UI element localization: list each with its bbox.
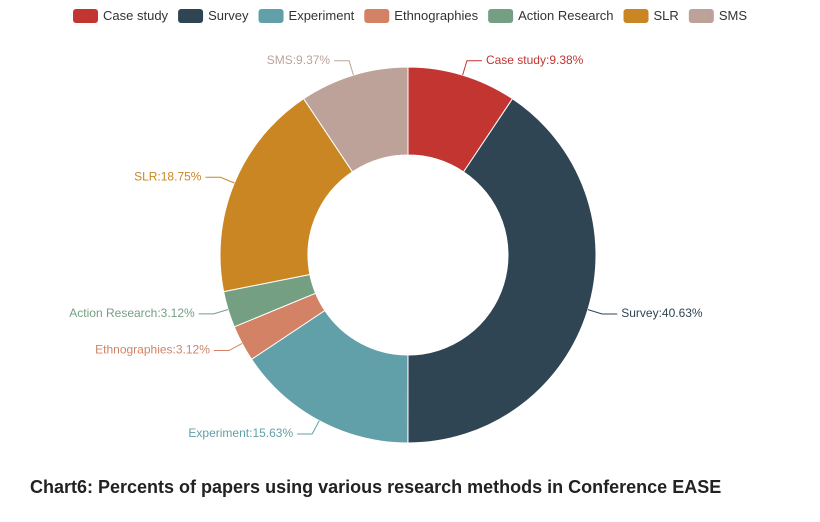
slice-label-ethnographies: Ethnographies:3.12% bbox=[95, 343, 210, 357]
legend-label: SLR bbox=[654, 8, 679, 23]
legend-swatch bbox=[623, 9, 649, 23]
slice-label-experiment: Experiment:15.63% bbox=[188, 426, 293, 440]
legend-label: Action Research bbox=[518, 8, 613, 23]
leader-line-survey bbox=[587, 309, 618, 315]
legend-swatch bbox=[258, 9, 284, 23]
legend-item-sms[interactable]: SMS bbox=[688, 8, 748, 23]
legend-item-survey[interactable]: Survey bbox=[178, 8, 249, 23]
slice-label-action-research: Action Research:3.12% bbox=[69, 306, 195, 320]
legend-swatch bbox=[688, 9, 714, 23]
leader-line-slr bbox=[205, 176, 235, 184]
legend-label: Ethnographies bbox=[394, 8, 478, 23]
slice-label-sms: SMS:9.37% bbox=[267, 53, 331, 67]
legend-label: SMS bbox=[719, 8, 748, 23]
legend-swatch bbox=[488, 9, 514, 23]
legend-label: Survey bbox=[208, 8, 249, 23]
legend-swatch bbox=[73, 9, 99, 23]
chart-caption: Chart6: Percents of papers using various… bbox=[30, 477, 722, 497]
legend-item-case-study[interactable]: Case study bbox=[73, 8, 169, 23]
legend-item-slr[interactable]: SLR bbox=[623, 8, 679, 23]
legend-label: Case study bbox=[103, 8, 169, 23]
legend-swatch bbox=[364, 9, 390, 23]
chart-legend: Case study Survey Experiment Ethnographies A… bbox=[73, 8, 747, 23]
slice-label-case-study: Case study:9.38% bbox=[486, 53, 584, 67]
leader-line-experiment bbox=[297, 420, 320, 435]
slice-label-survey: Survey:40.63% bbox=[621, 306, 703, 320]
legend-item-ethnographies[interactable]: Ethnographies bbox=[364, 8, 479, 23]
legend-item-experiment[interactable]: Experiment bbox=[258, 8, 355, 23]
leader-line-ethnographies bbox=[213, 343, 243, 352]
donut-slices bbox=[219, 66, 597, 444]
donut-chart: Case study Survey Experiment Ethnographies A… bbox=[69, 8, 747, 444]
slice-slr[interactable] bbox=[219, 97, 354, 293]
slice-survey[interactable] bbox=[407, 98, 597, 444]
legend-swatch bbox=[178, 9, 204, 23]
legend-item-action-research[interactable]: Action Research bbox=[488, 8, 614, 23]
slice-label-slr: SLR:18.75% bbox=[134, 169, 202, 183]
slice-sms[interactable] bbox=[302, 66, 409, 173]
leader-line-action-research bbox=[198, 309, 229, 315]
leader-line-sms bbox=[334, 60, 354, 76]
legend-label: Experiment bbox=[289, 8, 355, 23]
slice-experiment[interactable] bbox=[250, 309, 409, 444]
slice-labels: Case study:9.38% Survey:40.63% Experiment:… bbox=[69, 53, 703, 440]
leader-line-case-study bbox=[462, 60, 482, 76]
